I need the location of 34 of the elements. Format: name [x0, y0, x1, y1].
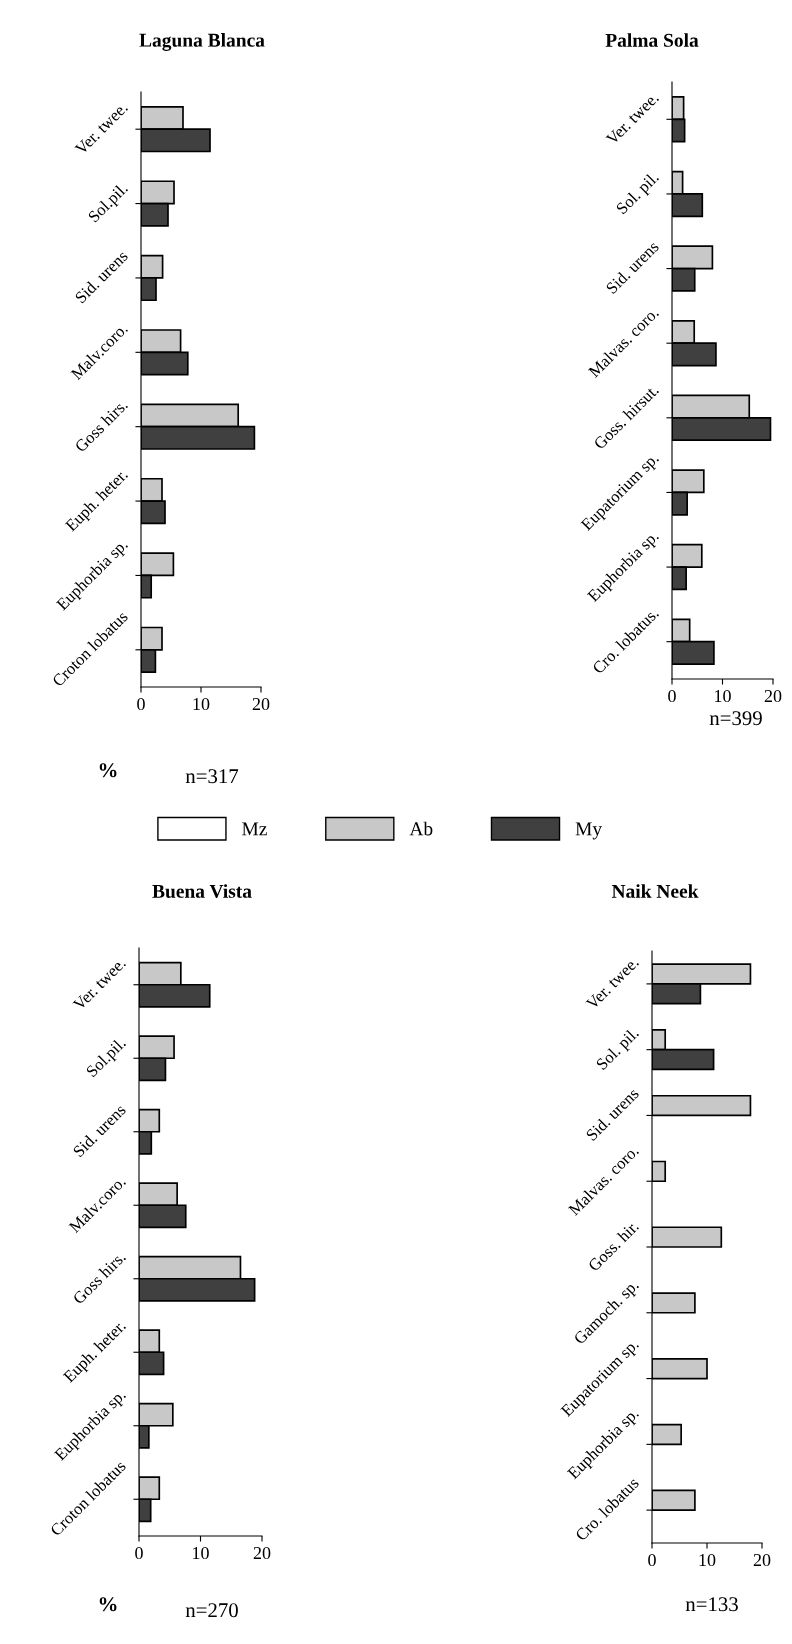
chart-title: Buena Vista: [152, 884, 252, 898]
legend-label: My: [575, 822, 603, 840]
y-tick-label: Ver. twee.: [72, 957, 127, 1012]
x-tick-label: 20: [252, 697, 270, 711]
legend-label: Ab: [409, 821, 433, 836]
legend-label: Mz: [242, 822, 267, 836]
x-tick-label: 10: [193, 1546, 209, 1560]
x-tick-label: 0: [648, 1553, 656, 1567]
y-tick-label: Ver. twee.: [585, 956, 640, 1011]
y-tick-label: Goss hirs.: [71, 1250, 127, 1305]
text: n=270: [185, 1603, 238, 1618]
chart-title: Laguna Blanca: [139, 33, 265, 51]
x-tick-label: 0: [135, 1546, 143, 1560]
x-tick-label: 10: [193, 697, 210, 711]
chart-title: Naik Neek: [611, 884, 699, 898]
x-tick-label: 20: [753, 1553, 771, 1567]
y-tick-label: Sol. pil.: [595, 1026, 642, 1073]
y-tick-label: Ver. twee.: [74, 101, 129, 156]
x-tick-label: 10: [699, 1553, 716, 1567]
x-tick-label: 10: [715, 689, 731, 703]
x-tick-label: 0: [137, 697, 145, 711]
x-tick-label: 20: [764, 689, 782, 703]
y-tick-label: Goss hirs.: [73, 398, 129, 453]
text: n=399: [709, 711, 762, 726]
y-tick-label: Ver. twee.: [605, 91, 660, 146]
text: n=317: [185, 769, 239, 784]
x-axis-title: %: [99, 1597, 117, 1612]
chart-title: Palma Sola: [605, 33, 699, 47]
y-tick-label: Sol. pil.: [615, 170, 662, 217]
text: n=133: [685, 1597, 738, 1612]
y-tick-label: Goss. hir.: [587, 1220, 640, 1272]
x-tick-label: 20: [253, 1546, 271, 1560]
x-axis-title: %: [99, 763, 117, 778]
x-tick-label: 0: [668, 689, 676, 703]
